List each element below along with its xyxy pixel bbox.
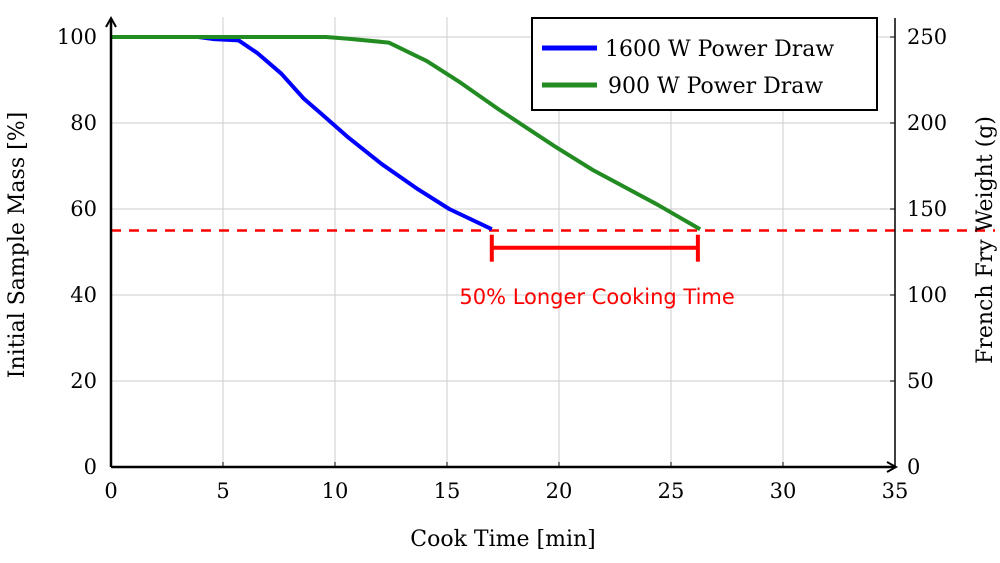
- y2-tick-label: 100: [907, 283, 947, 307]
- y-tick-label: 100: [57, 25, 97, 49]
- y2-tick-label: 150: [907, 197, 947, 221]
- y-tick-label: 40: [70, 283, 97, 307]
- x-tick-label: 0: [104, 479, 117, 503]
- y-tick-label: 20: [70, 369, 97, 393]
- y2-tick-label: 200: [907, 111, 947, 135]
- x-tick-label: 15: [434, 479, 461, 503]
- y-tick-label: 60: [70, 197, 97, 221]
- y2-tick-label: 50: [907, 369, 934, 393]
- y2-axis-label: French Fry Weight (g): [973, 116, 998, 364]
- ticks: 0 5 10 15 20 25 30 3502040608010005010015020025…: [57, 25, 947, 503]
- axes: [105, 15, 899, 473]
- x-tick-label: 20: [546, 479, 573, 503]
- x-tick-label: 5: [216, 479, 229, 503]
- series-line-0: [111, 35, 493, 232]
- legend-label-1600w: 1600 W Power Draw: [605, 37, 834, 62]
- x-tick-label: 35: [882, 479, 909, 503]
- x-axis-label: Cook Time [min]: [410, 527, 595, 552]
- y-axis-label: Initial Sample Mass [%]: [5, 112, 30, 378]
- annotation-text: 50% Longer Cooking Time: [459, 285, 734, 309]
- x-tick-label: 25: [658, 479, 685, 503]
- series: [111, 35, 995, 262]
- series-line-1: [111, 35, 702, 231]
- legend-label-900w: 900 W Power Draw: [608, 74, 823, 99]
- x-tick-label: 10: [322, 479, 349, 503]
- y-axis-arrow: [105, 15, 117, 28]
- y2-tick-label: 250: [907, 25, 947, 49]
- x-axis-arrow: [886, 461, 899, 473]
- x-tick-label: 30: [770, 479, 797, 503]
- y-tick-label: 80: [70, 111, 97, 135]
- legend: 1600 W Power Draw 900 W Power Draw: [531, 17, 878, 111]
- y-tick-label: 0: [84, 455, 97, 479]
- y2-tick-label: 0: [907, 455, 920, 479]
